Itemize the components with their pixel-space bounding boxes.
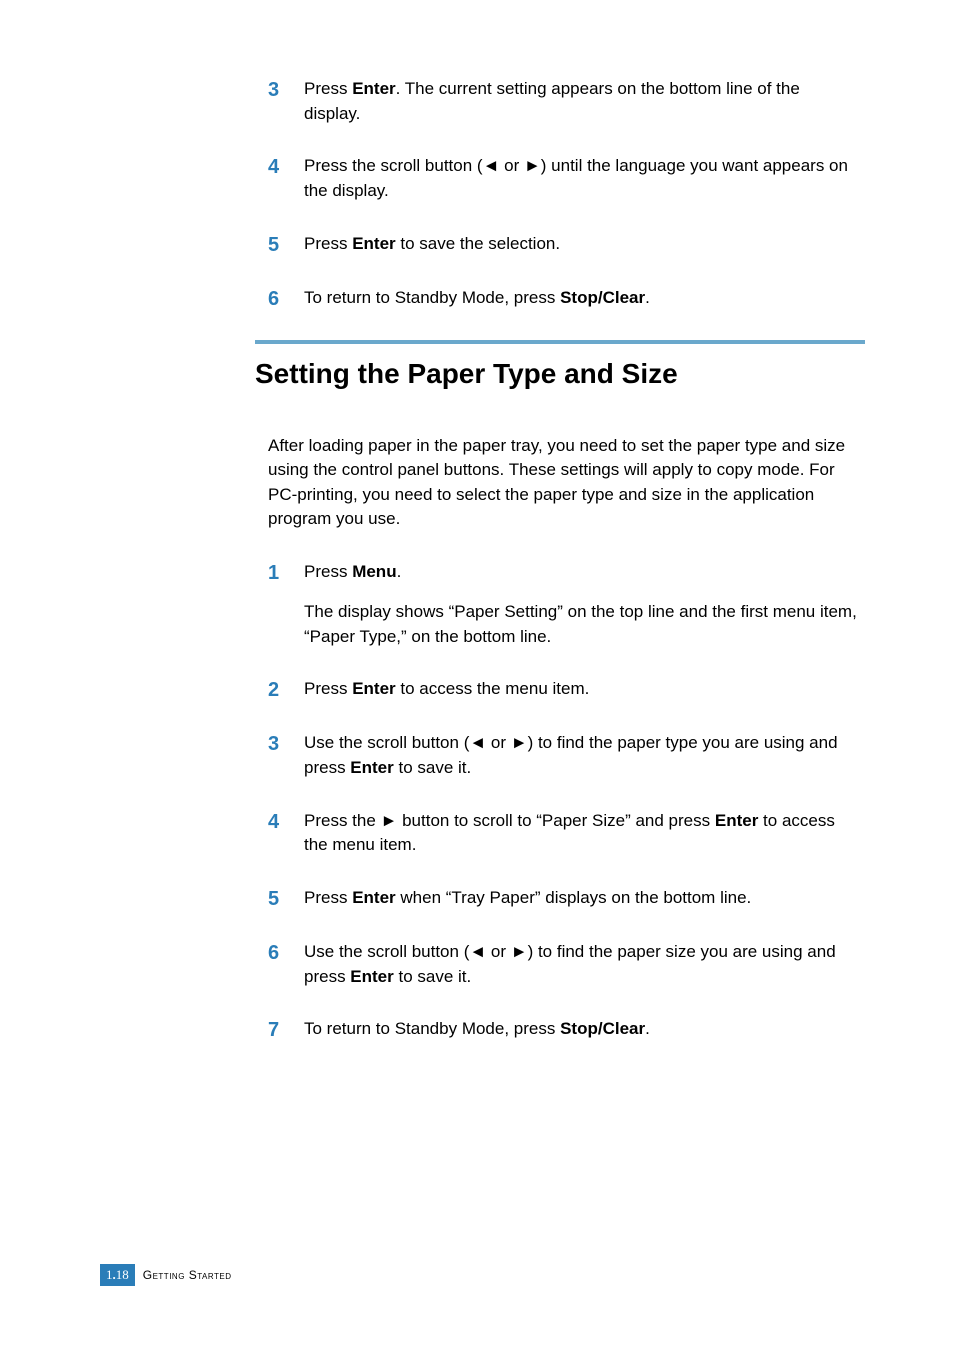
page-footer: 1.18 Getting Started [100, 1264, 232, 1286]
step-text: Press the ► button to scroll to “Paper S… [304, 809, 858, 858]
bold-run: Enter [715, 811, 758, 830]
step-number: 3 [268, 77, 304, 103]
step-4-top: 4 Press the scroll button (◄ or ►) until… [268, 154, 858, 203]
step-text: Use the scroll button (◄ or ►) to find t… [304, 731, 858, 780]
text-run: . [645, 1019, 650, 1038]
intro-paragraph: After loading paper in the paper tray, y… [268, 434, 858, 533]
bold-run: Stop/Clear [560, 1019, 645, 1038]
step-number: 4 [268, 809, 304, 835]
page-number-box: 1.18 [100, 1264, 135, 1286]
step-7: 7 To return to Standby Mode, press Stop/… [268, 1017, 858, 1043]
step-3: 3 Use the scroll button (◄ or ►) to find… [268, 731, 858, 780]
bold-run: Stop/Clear [560, 288, 645, 307]
step-text: Press Enter. The current setting appears… [304, 77, 858, 126]
step-text: Press Menu. [304, 560, 858, 585]
step-subtext: The display shows “Paper Setting” on the… [304, 600, 858, 649]
text-run: Press [304, 888, 352, 907]
step-text: Use the scroll button (◄ or ►) to find t… [304, 940, 858, 989]
bold-run: Enter [352, 79, 395, 98]
step-number: 7 [268, 1017, 304, 1043]
step-number: 1 [268, 560, 304, 586]
bold-run: Menu [352, 562, 396, 581]
text-run: Press [304, 679, 352, 698]
step-number: 6 [268, 940, 304, 966]
text-run: Press [304, 79, 352, 98]
text-run: To return to Standby Mode, press [304, 288, 560, 307]
bold-run: Enter [350, 758, 393, 777]
step-5: 5 Press Enter when “Tray Paper” displays… [268, 886, 858, 912]
text-run: Press the scroll button (◄ or ►) until t… [304, 156, 848, 200]
text-run: to save it. [394, 758, 471, 777]
text-run: when “Tray Paper” displays on the bottom… [396, 888, 752, 907]
step-number: 6 [268, 286, 304, 312]
step-number: 5 [268, 886, 304, 912]
step-text: To return to Standby Mode, press Stop/Cl… [304, 1017, 858, 1042]
text-run: Press [304, 234, 352, 253]
step-text: Press Enter to save the selection. [304, 232, 858, 257]
text-run: Press [304, 562, 352, 581]
step-number: 5 [268, 232, 304, 258]
step-number: 4 [268, 154, 304, 180]
step-text: Press Enter when “Tray Paper” displays o… [304, 886, 858, 911]
step-number: 2 [268, 677, 304, 703]
page: 3 Press Enter. The current setting appea… [0, 0, 954, 1348]
top-step-list: 3 Press Enter. The current setting appea… [268, 77, 858, 312]
text-run: To return to Standby Mode, press [304, 1019, 560, 1038]
bold-run: Enter [352, 888, 395, 907]
page-number: 18 [116, 1267, 129, 1282]
bottom-step-list: 1 Press Menu. The display shows “Paper S… [268, 560, 858, 1043]
step-6-top: 6 To return to Standby Mode, press Stop/… [268, 286, 858, 312]
step-6: 6 Use the scroll button (◄ or ►) to find… [268, 940, 858, 989]
step-5-top: 5 Press Enter to save the selection. [268, 232, 858, 258]
text-run: to save it. [394, 967, 471, 986]
step-text: To return to Standby Mode, press Stop/Cl… [304, 286, 858, 311]
bold-run: Enter [350, 967, 393, 986]
section-rule [255, 340, 865, 344]
step-text: Press Enter to access the menu item. [304, 677, 858, 702]
text-run: to access the menu item. [396, 679, 590, 698]
step-number: 3 [268, 731, 304, 757]
bold-run: Enter [352, 679, 395, 698]
step-4: 4 Press the ► button to scroll to “Paper… [268, 809, 858, 858]
text-run: . [397, 562, 402, 581]
text-run: to save the selection. [396, 234, 560, 253]
step-text: Press the scroll button (◄ or ►) until t… [304, 154, 858, 203]
text-run: Press the ► button to scroll to “Paper S… [304, 811, 715, 830]
step-2: 2 Press Enter to access the menu item. [268, 677, 858, 703]
section-heading: Setting the Paper Type and Size [255, 358, 865, 390]
text-run: . [645, 288, 650, 307]
step-3-top: 3 Press Enter. The current setting appea… [268, 77, 858, 126]
footer-section-label: Getting Started [143, 1268, 232, 1282]
step-1: 1 Press Menu. [268, 560, 858, 586]
bold-run: Enter [352, 234, 395, 253]
